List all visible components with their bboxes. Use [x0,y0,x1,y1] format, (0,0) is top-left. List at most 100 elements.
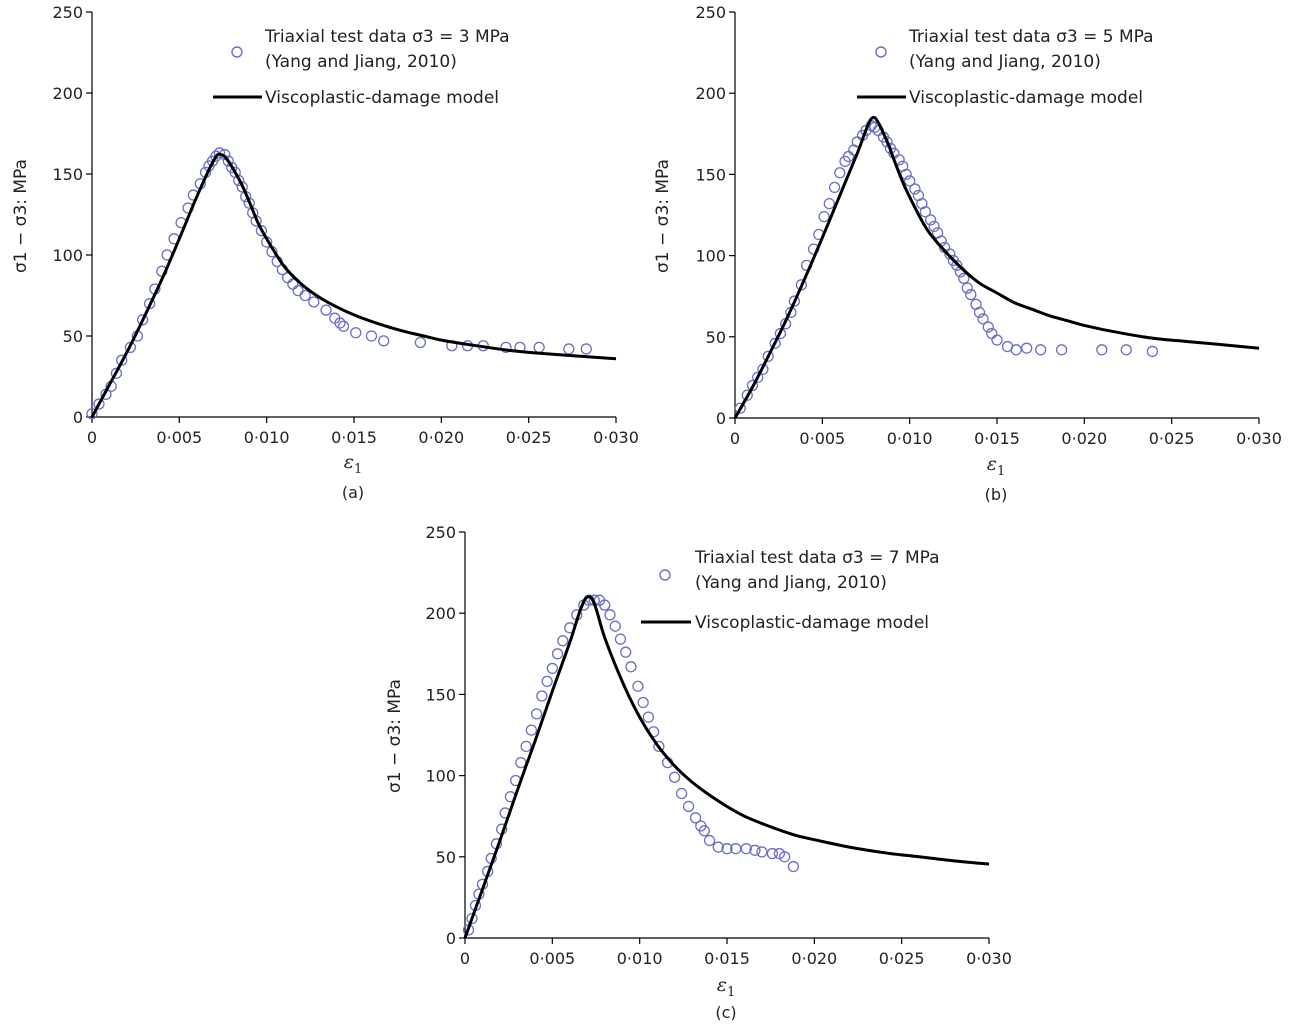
panel-b-caption: (b) [985,485,1008,504]
panel-b: 0 50 100 150 200 250 0 0·005 0·010 0·015 0·020 0·02… [653,3,1282,504]
panel-c-x-tick-label: 0 [460,949,470,968]
panel-a-y-tick-label: 200 [52,84,83,103]
panel-c-data-point [466,912,478,925]
panel-b-data-point [834,167,846,179]
panel-b-data-point [746,379,759,392]
panel-a-y-tick-label: 250 [52,3,83,22]
panel-a-y-tick-label: 50 [63,327,83,346]
panel-a-x-tick-label: 0·015 [331,428,377,447]
panel-a-data-point [255,225,268,237]
panel-c-data-point [642,711,655,723]
panel-b-data-point [1010,344,1022,356]
panel-c-data-point [551,648,564,660]
panel-c-data-point [609,620,621,632]
panel-c-data-point [625,661,637,673]
panel-b-x-tick-label: 0·025 [1149,429,1195,448]
panel-c-data-point [530,708,543,720]
panel-c-data-point [520,740,532,753]
panel-b-y-tick-label: 200 [695,84,726,103]
panel-c-data-point [546,662,558,675]
panel-b-legend-data-source: (Yang and Jiang, 2010) [909,52,1101,72]
panel-a-data-point [320,304,332,316]
panel-a-data-point [93,398,105,410]
panel-c-data-point [668,771,681,783]
panel-b-y-tick-label: 100 [695,247,726,266]
panel-a-data-point [414,336,427,349]
panel-a-legend-data-marker [231,46,243,58]
panel-b-data-point [1021,342,1033,354]
panel-c-data-point [712,841,724,853]
panel-c-data-point [536,690,548,702]
panel-a-caption: (a) [342,483,364,502]
panel-b-data-point [734,402,746,414]
panel-a-data-point [365,330,378,342]
panel-b-data-point [828,181,841,194]
panel-c-x-tick-label: 0·005 [529,949,575,968]
panel-b-model-curve [733,115,1260,419]
panel-b-data-point [961,282,973,294]
panel-c: 0 50 100 150 200 250 0 0·005 0·010 0·015 0·020 0·02… [385,523,1012,1022]
panel-b-data-point [1146,345,1159,358]
panel-a-data-point [337,320,350,332]
panel-c-data-point [614,633,627,645]
panel-a-legend-model-label: Viscoplastic-damage model [265,88,499,108]
panel-a-x-tick-label: 0·030 [593,428,639,447]
panel-c-model-curve [463,595,990,939]
panel-a-x-tick-label: 0·010 [244,428,290,447]
panel-b-x-tick-label: 0·005 [799,429,845,448]
panel-c-legend: Triaxial test data σ3 = 7 MPa (Yang and … [641,548,940,633]
panel-c-data-point [703,834,716,847]
panel-a-y-tick-label: 150 [52,165,83,184]
panel-b-legend-model-label: Viscoplastic-damage model [909,88,1143,108]
panel-a-data-point [292,284,304,297]
panel-b-legend-data-label: Triaxial test data σ3 = 5 MPa [908,27,1154,47]
panel-b-y-tick-label: 250 [695,3,726,22]
panel-a-legend: Triaxial test data σ3 = 3 MPa (Yang and … [213,27,510,108]
panel-c-x-axis-label: ε1 [717,974,735,1000]
panel-a-legend-data-label: Triaxial test data σ3 = 3 MPa [264,27,510,47]
panel-c-data-point [604,609,616,621]
panel-c-data-point [682,800,695,813]
panel-c-data-point [557,635,569,647]
panel-c-data-point [698,825,710,837]
panel-a-data-point [533,341,545,353]
panel-a-data-point [299,289,311,302]
panel-b-legend-data-marker [875,46,887,58]
panel-a-y-axis-label: σ1 − σ3: MPa [11,159,31,273]
panel-c-data-point [599,599,611,611]
panel-a-data-points [86,147,592,420]
panel-a-data-point [334,317,346,329]
panel-c-y-tick-label: 0 [446,929,456,948]
panel-b-y-tick-label: 150 [695,165,726,184]
panel-a-data-point [233,174,245,187]
panel-c-data-point [721,843,733,855]
panel-a-data-point [500,341,512,353]
panel-b-data-point [823,197,835,210]
panel-c-x-tick-label: 0·025 [879,949,925,968]
panel-a-data-point [110,367,123,379]
panel-c-y-tick-label: 250 [425,523,456,542]
panel-b-data-point [741,389,753,401]
panel-a-data-point [236,181,248,193]
panel-b-axes: 0 50 100 150 200 250 0 0·005 0·010 0·015 0·020 0·02… [695,3,1281,448]
panel-c-data-point [787,860,800,873]
panel-c-data-point [778,851,791,863]
panel-b-data-point [1055,344,1068,356]
panel-a-data-point [580,343,592,355]
panel-a-legend-data-source: (Yang and Jiang, 2010) [265,52,457,72]
panel-c-data-point [766,847,779,860]
panel-a-data-point [563,343,575,355]
panel-c-data-point [689,812,702,824]
panel-c-legend-data-marker [659,569,671,581]
panel-c-data-point [675,787,688,800]
panel-a-x-tick-label: 0·005 [156,428,202,447]
panel-a: 0 50 100 150 200 250 0 0·005 0·010 0·015 0·020 0·02… [11,3,639,502]
panel-c-y-axis-label: σ1 − σ3: MPa [385,679,405,793]
panel-c-caption: (c) [715,1003,736,1022]
panel-b-data-point [909,183,921,195]
panel-b-x-tick-label: 0·020 [1061,429,1107,448]
panel-b-data-point [1120,344,1132,356]
panel-c-y-tick-label: 150 [425,685,456,704]
panel-c-x-tick-label: 0·030 [966,949,1012,968]
